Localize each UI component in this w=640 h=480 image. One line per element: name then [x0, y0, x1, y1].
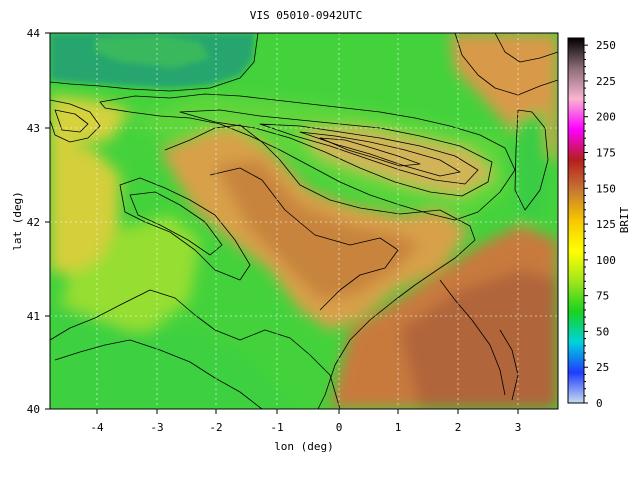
- x-tick-label: -3: [150, 421, 163, 434]
- colorbar-tick-label: 125: [596, 218, 616, 231]
- y-axis-label: lat (deg): [11, 191, 24, 251]
- colorbar-tick-label: 175: [596, 147, 616, 160]
- x-tick-label: 3: [515, 421, 522, 434]
- southwest-green: [50, 300, 299, 409]
- southeast-contour-2: [499, 329, 519, 401]
- pyrenees-contour-4: [299, 131, 461, 177]
- southwest-contour: [54, 339, 263, 409]
- colorbar-tick-label: 0: [596, 397, 603, 410]
- y-tick-label: 41: [27, 310, 40, 323]
- northwest-yellow: [50, 95, 130, 145]
- pyrenees-contour-2: [179, 109, 493, 197]
- colorbar-tick-label: 225: [596, 75, 616, 88]
- plot-frame: [49, 32, 559, 410]
- east-green-strip: [515, 110, 550, 225]
- western-range-contour-2: [129, 191, 223, 256]
- x-tick-label: -1: [270, 421, 283, 434]
- southeast-darkbrown: [400, 270, 558, 409]
- coastline-contour: [50, 33, 259, 92]
- y-tick-label: 44: [27, 27, 41, 40]
- iberian-range-contour: [50, 289, 341, 409]
- colorbar-tick-label: 25: [596, 361, 609, 374]
- brightness-contours: [50, 33, 558, 409]
- colorbar-ticks: 0 25 50 75 100 125 150 175 200 225 250: [584, 39, 616, 410]
- pyrenees-contour-5: [319, 137, 421, 167]
- x-tick-label: -2: [209, 421, 222, 434]
- western-range-contour-1: [119, 177, 251, 281]
- pyrenees-contour-3: [259, 123, 479, 185]
- colorbar-ramp: [567, 37, 585, 404]
- colorbar-tick-label: 200: [596, 111, 616, 124]
- colorbar-tick-label: 100: [596, 254, 616, 267]
- satellite-image: [50, 33, 558, 409]
- colorbar-tick-label: 250: [596, 39, 616, 52]
- ebro-valley-core: [215, 160, 420, 300]
- northwest-contour-2: [54, 109, 89, 133]
- map-title: VIS 05010-0942UTC: [250, 9, 363, 22]
- colorbar-tick-label: 50: [596, 325, 609, 338]
- colorbar-tick-label: 150: [596, 182, 616, 195]
- y-tick-label: 40: [27, 403, 40, 416]
- x-tick-label: 0: [336, 421, 343, 434]
- x-tick-label: 2: [455, 421, 462, 434]
- x-tick-label: -4: [90, 421, 104, 434]
- colorbar: 0 25 50 75 100 125 150 175 200 225 250 BRIT: [567, 37, 631, 410]
- western-yellow-band: [50, 140, 120, 275]
- y-tick-label: 43: [27, 122, 40, 135]
- northeast-contour-2: [494, 33, 558, 63]
- northeast-contour-1: [454, 33, 558, 96]
- ebro-inner-contour: [209, 167, 399, 311]
- colorbar-tick-label: 75: [596, 290, 609, 303]
- western-lightgreen-band: [60, 215, 200, 330]
- ebro-valley-contour: [164, 124, 476, 409]
- sea-cloud-highlight: [95, 35, 210, 68]
- x-axis: -4 -3 -2 -1 0 1 2 3 lon (deg): [90, 409, 521, 453]
- east-contour: [514, 109, 549, 211]
- y-tick-label: 42: [27, 216, 40, 229]
- x-axis-label: lon (deg): [274, 440, 334, 453]
- x-tick-label: 1: [395, 421, 402, 434]
- y-axis: 40 41 42 43 44 lat (deg): [11, 27, 50, 416]
- colorbar-label: BRIT: [618, 206, 631, 233]
- northwest-contour-1: [50, 99, 101, 143]
- pyrenees-outer-contour: [99, 93, 516, 221]
- southeast-contour-1: [439, 279, 506, 396]
- pyrenees-bright: [300, 128, 495, 195]
